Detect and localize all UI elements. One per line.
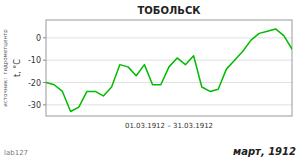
grid-line — [46, 104, 292, 105]
line — [46, 29, 292, 112]
tick-label: -10 — [28, 56, 41, 65]
grid-line — [46, 60, 292, 61]
y-axis-label: t, °C — [13, 59, 22, 77]
plot-frame — [46, 20, 292, 116]
plot-area — [46, 20, 292, 116]
grid — [46, 38, 292, 105]
tick-label: -30 — [28, 101, 41, 110]
chart: 0 -10 -20 -30 ТОБОЛЬСК t, °C 01.03.1912 – 31.0… — [0, 0, 300, 160]
grid-line — [46, 82, 292, 83]
tick-label: -20 — [28, 79, 41, 88]
footer: март, 1912 — [233, 146, 296, 157]
source-label: источник: гидрометцентр — [2, 29, 9, 107]
title: ТОБОЛЬСК — [138, 5, 202, 16]
series-group — [46, 29, 292, 112]
x-axis-label: 01.03.1912 – 31.03.1912 — [125, 122, 213, 130]
watermark: lab127 — [4, 149, 28, 157]
tick-label: 0 — [36, 34, 41, 43]
